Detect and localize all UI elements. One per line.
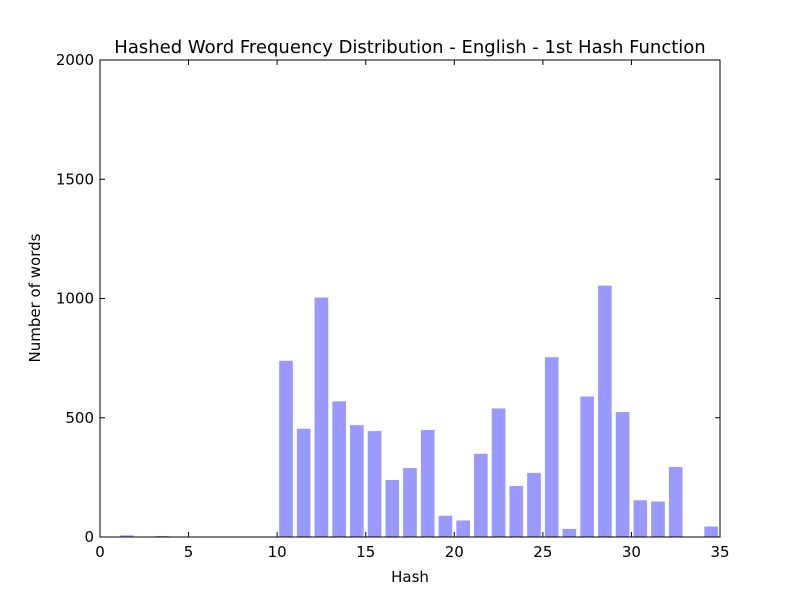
bar [349, 424, 365, 538]
bar [314, 297, 329, 538]
chart-title: Hashed Word Frequency Distribution - Eng… [114, 37, 705, 58]
bar [508, 485, 524, 538]
bar [384, 479, 400, 538]
y-tick-label: 0 [84, 528, 94, 546]
bar [703, 526, 719, 538]
bar [473, 453, 489, 538]
bar [668, 466, 684, 538]
bar [296, 428, 312, 538]
x-tick-label: 25 [533, 543, 552, 561]
bar [562, 528, 577, 538]
bar [420, 429, 436, 538]
y-tick-label: 500 [65, 409, 94, 427]
y-axis-label: Number of words [26, 233, 44, 362]
bar [544, 356, 560, 538]
bar [367, 430, 382, 538]
x-tick-label: 35 [710, 543, 729, 561]
bar [491, 407, 506, 538]
bars-group [119, 285, 719, 538]
bar [331, 400, 347, 538]
bar [526, 472, 542, 538]
bar [615, 411, 630, 538]
bar [278, 360, 294, 538]
bar [597, 285, 613, 538]
y-tick-label: 1000 [56, 290, 94, 308]
x-tick-label: 20 [445, 543, 464, 561]
y-tick-label: 2000 [56, 51, 94, 69]
x-axis-label: Hash [391, 568, 429, 586]
bar [402, 467, 418, 538]
x-tick-label: 10 [268, 543, 287, 561]
x-tick-label: 15 [356, 543, 375, 561]
bar [455, 520, 471, 538]
x-tick-label: 30 [622, 543, 641, 561]
bar [579, 396, 595, 538]
bar [438, 515, 453, 538]
x-tick-label: 5 [184, 543, 194, 561]
bar [632, 499, 648, 538]
axis-ticks: 0 5 10 15 20 25 30 35 0 500 1000 1500 2000 [56, 51, 730, 561]
bar [650, 500, 666, 538]
x-tick-label: 0 [95, 543, 105, 561]
y-tick-label: 1500 [56, 170, 94, 188]
